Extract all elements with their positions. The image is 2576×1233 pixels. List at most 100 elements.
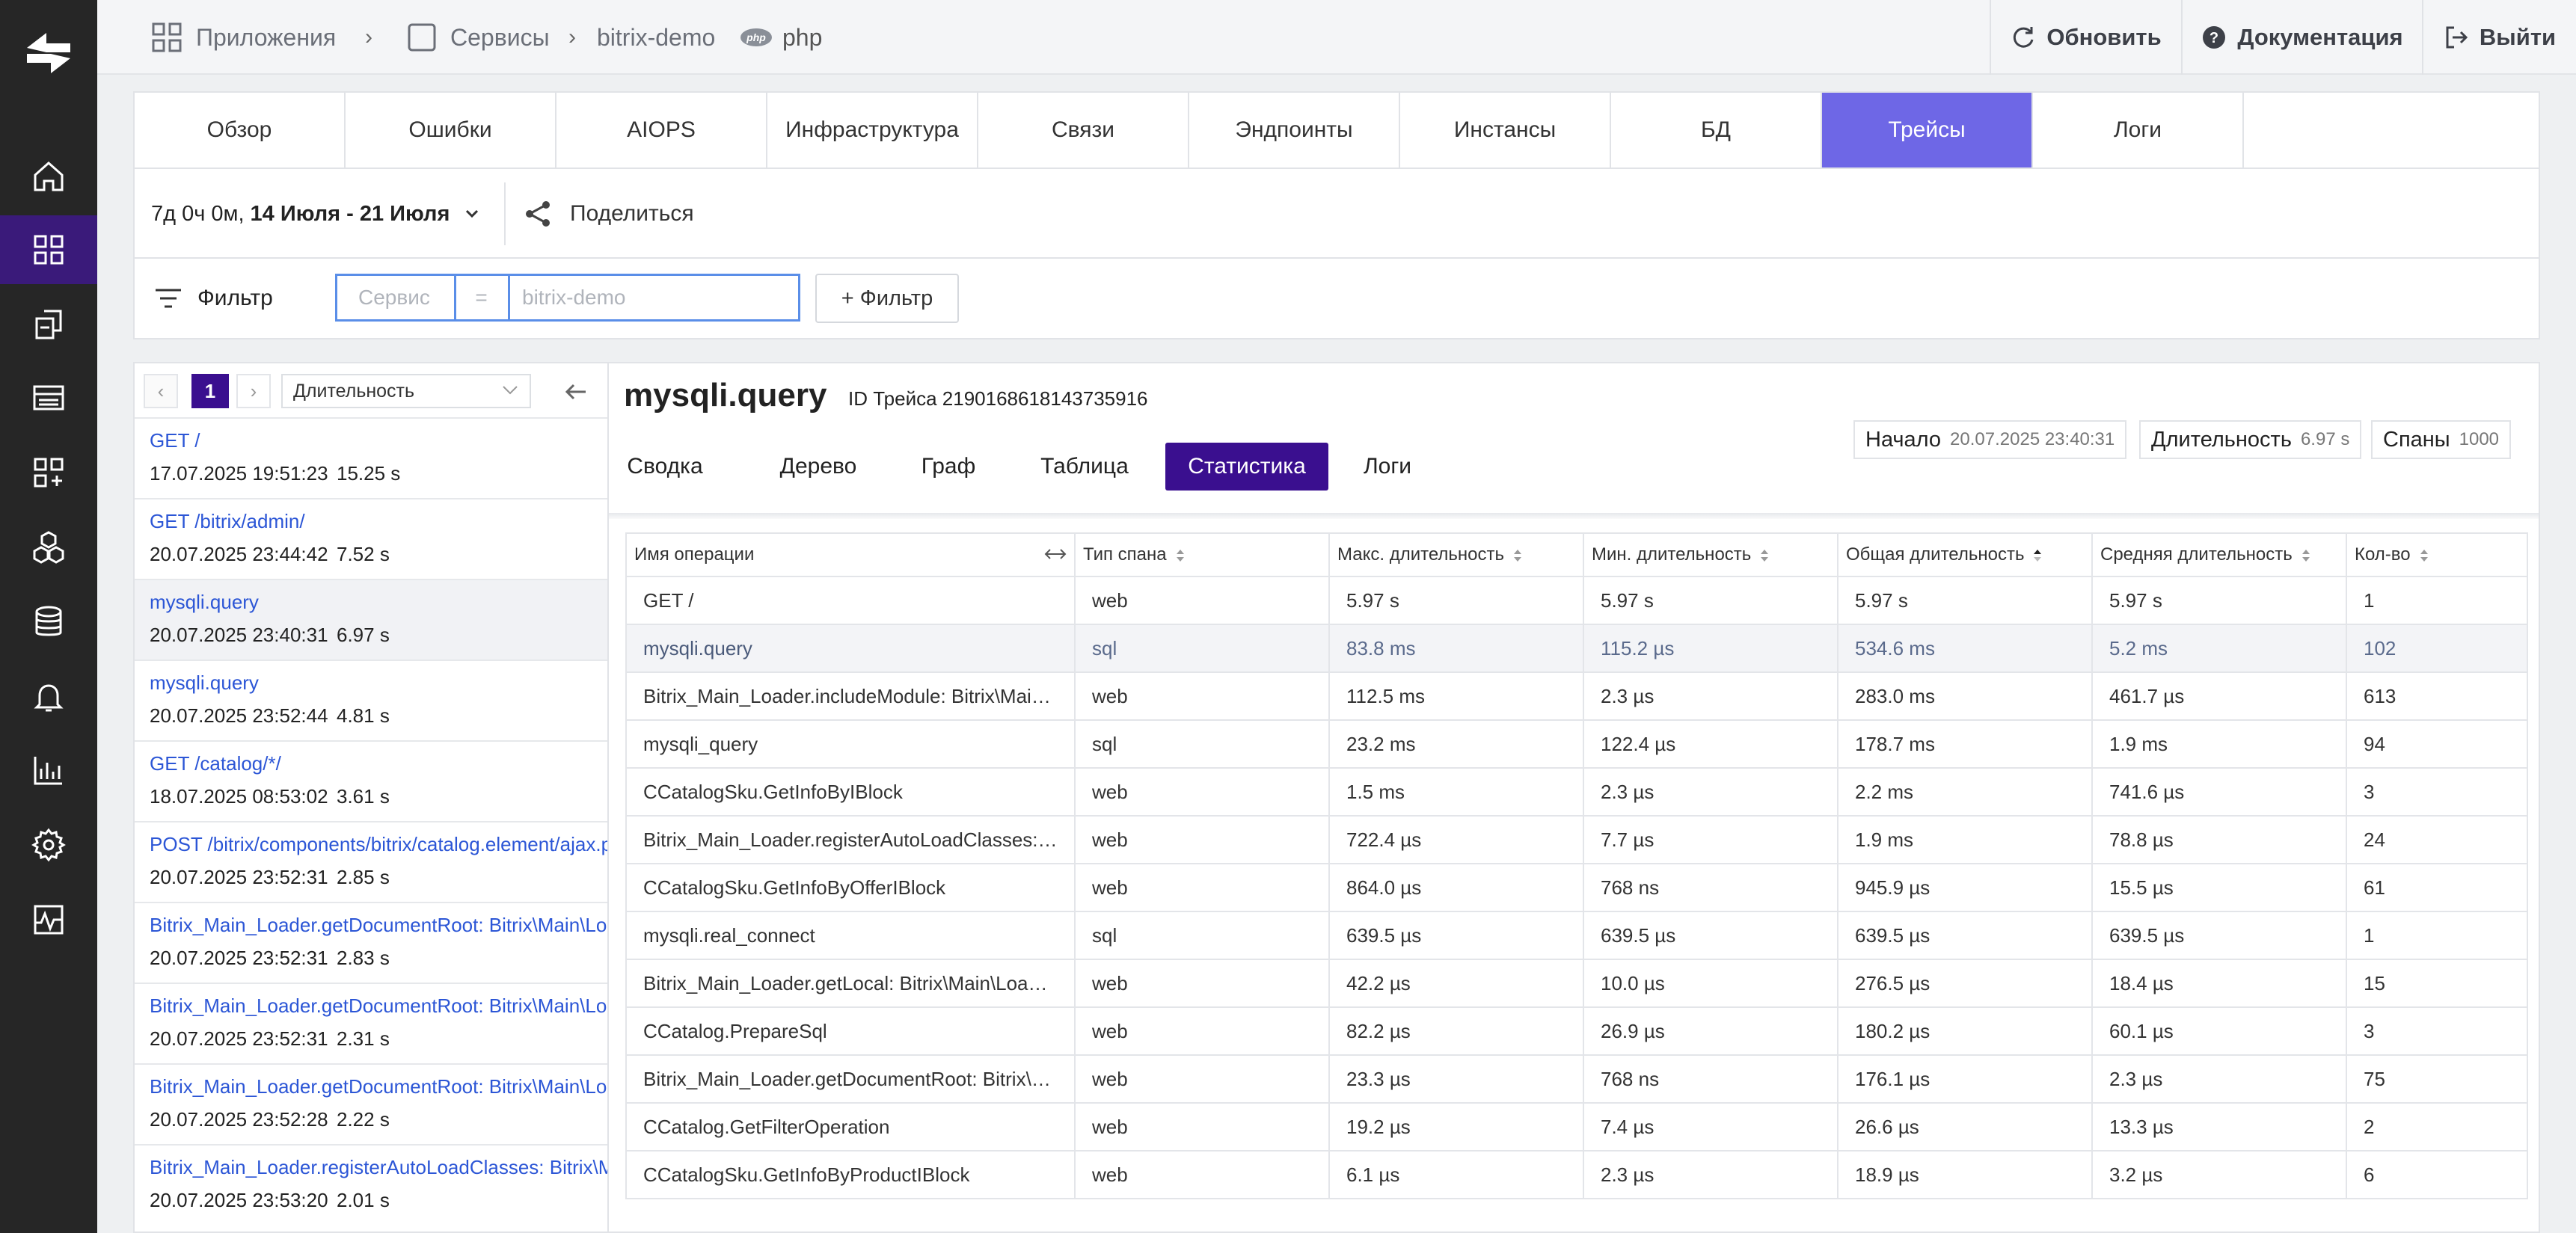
- tab-infrastructure[interactable]: Инфраструктура: [767, 93, 978, 167]
- trace-list-item[interactable]: GET / 17.07.2025 19:51:23 15.25 s: [135, 417, 607, 498]
- filter-toggle[interactable]: Фильтр: [154, 259, 273, 338]
- trace-list-item[interactable]: Bitrix_Main_Loader.getDocumentRoot: Bitr…: [135, 902, 607, 983]
- refresh-button[interactable]: Обновить: [1990, 0, 2181, 75]
- resize-column-icon[interactable]: [1044, 546, 1067, 562]
- trace-duration: 6.97 s: [337, 624, 390, 646]
- table-row[interactable]: Bitrix_Main_Loader.includeModule: Bitrix…: [625, 672, 2528, 721]
- tab-aiops[interactable]: AIOPS: [556, 93, 767, 167]
- column-header-avg-duration[interactable]: Средняя длительность: [2091, 532, 2347, 577]
- logo-icon[interactable]: [24, 30, 73, 76]
- trace-list-item[interactable]: mysqli.query 20.07.2025 23:52:44 4.81 s: [135, 659, 607, 740]
- trace-list-item[interactable]: Bitrix_Main_Loader.registerAutoLoadClass…: [135, 1144, 607, 1225]
- subtab-logs[interactable]: Логи: [1363, 454, 1412, 479]
- cell-count: 3: [2346, 1007, 2528, 1056]
- trace-list-item[interactable]: POST /bitrix/components/bitrix/catalog.e…: [135, 821, 607, 902]
- tab-db[interactable]: БД: [1611, 93, 1822, 167]
- share-icon: [526, 201, 550, 227]
- bar-chart-icon: [34, 757, 62, 785]
- modules-icon: [34, 458, 64, 488]
- table-row[interactable]: Bitrix_Main_Loader.getLocal: Bitrix\Main…: [625, 959, 2528, 1008]
- tab-traces[interactable]: Трейсы: [1822, 93, 2033, 167]
- time-range-picker[interactable]: 7д 0ч 0м, 14 Июля - 21 Июля: [151, 169, 479, 259]
- svg-text:?: ?: [2209, 30, 2218, 46]
- table-row-highlighted[interactable]: mysqli.query sql 83.8 ms 115.2 µs 534.6 ms 5.…: [625, 624, 2528, 673]
- trace-list-item[interactable]: Bitrix_Main_Loader.getDocumentRoot: Bitr…: [135, 983, 607, 1063]
- trace-date: 20.07.2025 23:44:42: [150, 543, 328, 565]
- nav-modules[interactable]: [0, 438, 97, 507]
- column-header-operation[interactable]: Имя операции: [625, 532, 1076, 577]
- table-row[interactable]: Bitrix_Main_Loader.registerAutoLoadClass…: [625, 816, 2528, 864]
- nav-activity[interactable]: [0, 885, 97, 954]
- filter-value-field[interactable]: bitrix-demo: [509, 274, 800, 322]
- column-header-count[interactable]: Кол-во: [2346, 532, 2528, 577]
- trace-list-item[interactable]: Bitrix_Main_Loader.getDocumentRoot: Bitr…: [135, 1063, 607, 1144]
- nav-alerts[interactable]: [0, 662, 97, 731]
- statistics-table: Имя операции Тип спана Макс. длительност…: [625, 532, 2528, 1199]
- trace-list-item[interactable]: GET /catalog/*/ 18.07.2025 08:53:02 3.61…: [135, 740, 607, 821]
- subtab-table[interactable]: Таблица: [1040, 454, 1129, 479]
- column-header-max-duration[interactable]: Макс. длительность: [1328, 532, 1584, 577]
- column-header-total-duration[interactable]: Общая длительность: [1837, 532, 2093, 577]
- tab-endpoints[interactable]: Эндпоинты: [1189, 93, 1400, 167]
- table-row[interactable]: CCatalogSku.GetInfoByOfferIBlock web 864.0…: [625, 864, 2528, 912]
- nav-dashboard[interactable]: [0, 363, 97, 432]
- nav-services[interactable]: [0, 290, 97, 359]
- cell-max-duration: 6.1 µs: [1329, 1151, 1584, 1199]
- bell-icon: [34, 684, 64, 712]
- nav-metrics[interactable]: [0, 736, 97, 805]
- trace-date: 17.07.2025 19:51:23: [150, 462, 328, 485]
- table-row[interactable]: CCatalog.PrepareSql web 82.2 µs 26.9 µs 180.…: [625, 1007, 2528, 1056]
- breadcrumb-services[interactable]: Сервисы: [407, 0, 550, 75]
- cell-max-duration: 83.8 ms: [1329, 624, 1584, 673]
- table-row[interactable]: CCatalog.GetFilterOperation web 19.2 µs 7.4…: [625, 1103, 2528, 1151]
- share-button[interactable]: Поделиться: [524, 169, 694, 259]
- subtab-summary[interactable]: Сводка: [627, 454, 703, 479]
- divider: [609, 513, 2539, 519]
- table-row[interactable]: mysqli_query sql 23.2 ms 122.4 µs 178.7 ms 1.…: [625, 720, 2528, 769]
- tab-logs[interactable]: Логи: [2033, 93, 2244, 167]
- cell-operation: Bitrix_Main_Loader.getDocumentRoot: Bitr…: [625, 1055, 1076, 1104]
- filter-operator-field[interactable]: =: [455, 274, 510, 322]
- sort-active-icon: [2034, 549, 2042, 562]
- nav-settings[interactable]: [0, 811, 97, 879]
- tab-overview[interactable]: Обзор: [135, 93, 346, 167]
- add-filter-button[interactable]: + Фильтр: [815, 274, 959, 323]
- table-row[interactable]: CCatalogSku.GetInfoByIBlock web 1.5 ms 2.3 …: [625, 768, 2528, 817]
- filter-key-field[interactable]: Сервис: [335, 274, 456, 322]
- tab-links[interactable]: Связи: [978, 93, 1189, 167]
- trace-list-item-selected[interactable]: mysqli.query 20.07.2025 23:40:31 6.97 s: [135, 579, 607, 659]
- prev-page-button[interactable]: ‹: [144, 374, 178, 408]
- column-header-span-type[interactable]: Тип спана: [1074, 532, 1330, 577]
- subtab-statistics[interactable]: Статистика: [1165, 443, 1328, 491]
- trace-duration: 2.01 s: [337, 1189, 390, 1211]
- collapse-list-button[interactable]: [561, 377, 591, 407]
- table-row[interactable]: Bitrix_Main_Loader.getDocumentRoot: Bitr…: [625, 1055, 2528, 1104]
- breadcrumb-service-name[interactable]: bitrix-demo: [597, 0, 715, 75]
- subtab-graph[interactable]: Граф: [921, 454, 976, 479]
- trace-list-item[interactable]: GET /bitrix/admin/ 20.07.2025 23:44:42 7…: [135, 498, 607, 579]
- sort-select-value: Длительность: [293, 380, 415, 402]
- logout-button[interactable]: Выйти: [2422, 0, 2576, 75]
- next-page-button[interactable]: ›: [236, 374, 271, 408]
- table-row[interactable]: CCatalogSku.GetInfoByProductIBlock web 6.1…: [625, 1151, 2528, 1199]
- cell-count: 3: [2346, 768, 2528, 817]
- filter-icon: [156, 289, 181, 308]
- sort-select[interactable]: Длительность: [281, 374, 531, 408]
- trace-name: Bitrix_Main_Loader.registerAutoLoadClass…: [150, 1156, 607, 1178]
- trace-date: 20.07.2025 23:52:28: [150, 1108, 328, 1131]
- cell-total-duration: 18.9 µs: [1838, 1151, 2093, 1199]
- documentation-button[interactable]: ? Документация: [2181, 0, 2422, 75]
- column-header-min-duration[interactable]: Мин. длительность: [1583, 532, 1839, 577]
- nav-database[interactable]: [0, 588, 97, 657]
- nav-apps[interactable]: [0, 215, 97, 284]
- breadcrumb-apps[interactable]: Приложения: [151, 0, 336, 75]
- nav-home[interactable]: [0, 142, 97, 211]
- table-row[interactable]: mysqli.real_connect sql 639.5 µs 639.5 µs 63…: [625, 911, 2528, 960]
- nav-hexagons[interactable]: [0, 513, 97, 582]
- share-label: Поделиться: [570, 201, 694, 226]
- tab-errors[interactable]: Ошибки: [346, 93, 556, 167]
- tab-instances[interactable]: Инстансы: [1400, 93, 1611, 167]
- current-page[interactable]: 1: [191, 374, 229, 408]
- subtab-tree[interactable]: Дерево: [779, 454, 857, 479]
